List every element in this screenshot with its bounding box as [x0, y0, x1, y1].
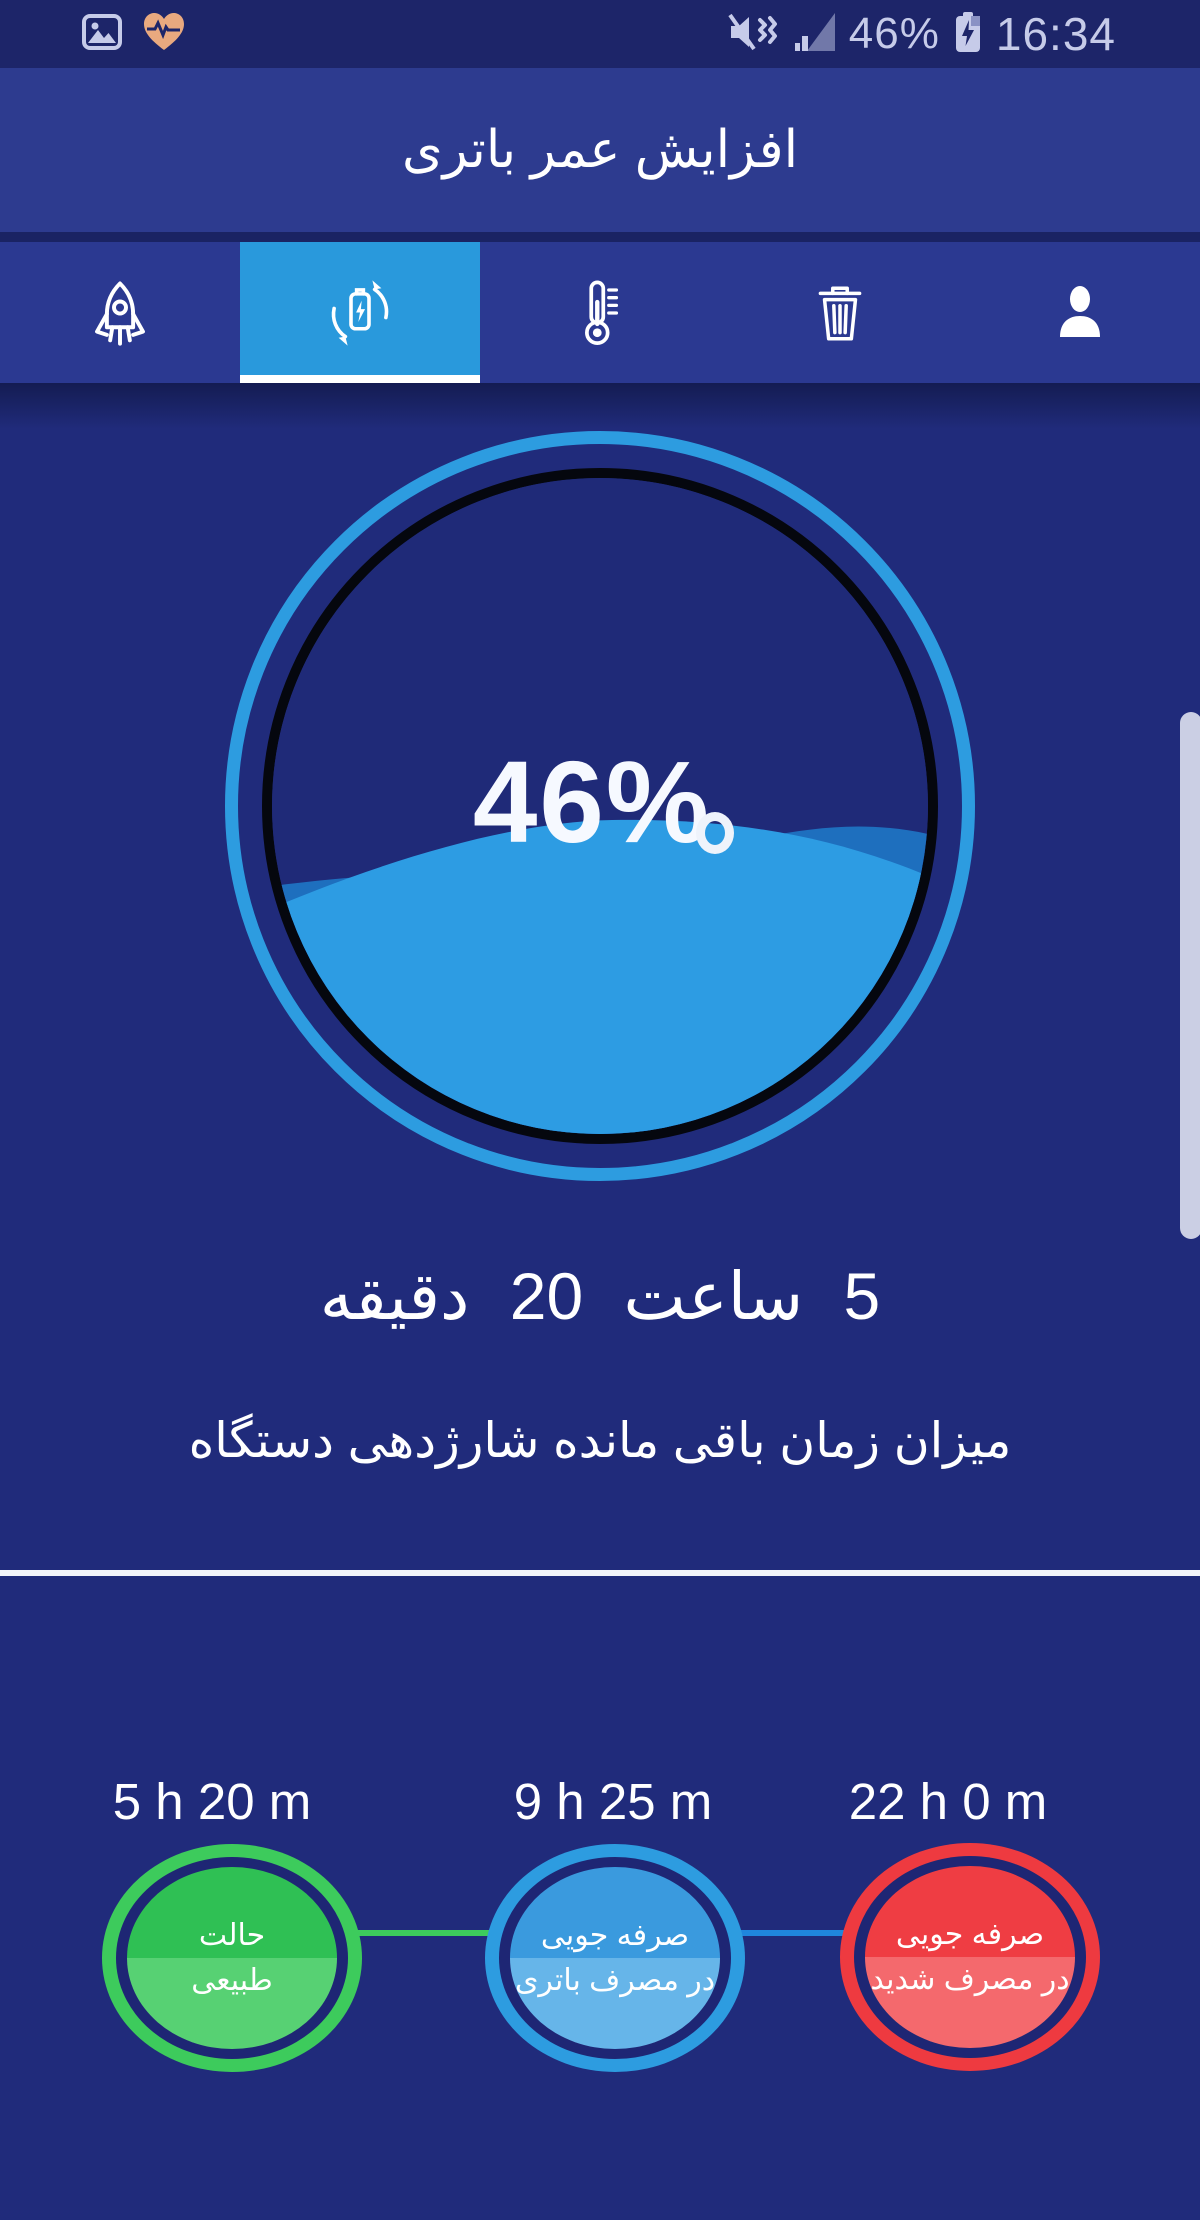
remaining-time-text: 5 ساعت 20 دقیقه	[319, 1259, 881, 1333]
percent-ghost-ring	[696, 812, 734, 854]
status-clock: 16:34	[995, 8, 1116, 60]
mode-extreme-saver-label-line1: صرفه جویی	[895, 1918, 1045, 1951]
mode-normal-label: حالت طبیعی	[127, 1867, 337, 2049]
battery-gauge: 46%	[225, 431, 975, 1181]
mode-normal-gap-ring: حالت طبیعی	[116, 1857, 348, 2059]
person-icon	[1048, 281, 1112, 345]
page-title: افزایش عمر باتری	[401, 121, 799, 179]
mode-normal-circle[interactable]: حالت طبیعی	[102, 1844, 362, 2072]
mode-normal-label-line2: طبیعی	[191, 1964, 273, 1997]
tab-temperature[interactable]	[480, 242, 720, 383]
battery-percent-value: 46%	[472, 737, 712, 867]
water-wave	[272, 819, 928, 1134]
scrollbar-thumb[interactable]	[1180, 712, 1200, 1239]
mode-battery-saver-label-line2: در مصرف باتری	[514, 1964, 716, 1997]
tab-bar	[0, 232, 1200, 383]
mode-extreme-saver-gap-ring: صرفه جویی در مصرف شدید	[854, 1856, 1086, 2058]
gallery-icon	[82, 12, 122, 57]
gauge-black-ring	[262, 468, 938, 1144]
mode-normal-time: 5 h 20 m	[112, 1773, 312, 1830]
signal-icon	[793, 12, 835, 56]
mode-battery-saver-circle[interactable]: صرفه جویی در مصرف باتری	[485, 1844, 745, 2072]
thermometer-icon	[565, 278, 635, 348]
mode-battery-saver-label-line1: صرفه جویی	[540, 1919, 690, 1952]
mute-vibrate-icon	[727, 12, 779, 57]
status-bar-left	[82, 12, 186, 57]
connector-saver-to-extreme	[740, 1930, 844, 1936]
mode-extreme-saver-circle[interactable]: صرفه جویی در مصرف شدید	[840, 1843, 1100, 2071]
mode-battery-saver-time: 9 h 25 m	[513, 1773, 713, 1830]
rocket-icon	[85, 278, 155, 348]
status-bar: 46% 16:34	[0, 0, 1200, 68]
mode-extreme-saver-time: 22 h 0 m	[848, 1773, 1048, 1830]
mode-extreme-saver-label: صرفه جویی در مصرف شدید	[865, 1866, 1075, 2048]
tab-cleaner[interactable]	[720, 242, 960, 383]
mode-battery-saver-gap-ring: صرفه جویی در مصرف باتری	[499, 1857, 731, 2059]
connector-normal-to-saver	[358, 1930, 490, 1936]
status-battery-percent: 46%	[848, 9, 940, 58]
app-header: افزایش عمر باتری	[0, 68, 1200, 232]
heart-pulse-icon	[142, 12, 186, 57]
gauge-water-area: 46%	[272, 478, 928, 1134]
status-bar-right: 46% 16:34	[727, 7, 1116, 61]
section-divider	[0, 1570, 1200, 1576]
tab-boost[interactable]	[0, 242, 240, 383]
trash-icon	[807, 280, 873, 346]
remaining-time-caption: میزان زمان باقی مانده شارژدهی دستگاه	[188, 1414, 1012, 1468]
battery-charging-icon	[954, 10, 982, 59]
mode-battery-saver-label: صرفه جویی در مصرف باتری	[510, 1867, 720, 2049]
tab-battery-saver[interactable]	[240, 242, 480, 383]
mode-extreme-saver-label-line2: در مصرف شدید	[870, 1963, 1070, 1996]
battery-sync-icon	[324, 277, 396, 349]
tab-profile[interactable]	[960, 242, 1200, 383]
mode-normal-label-line1: حالت	[198, 1919, 266, 1952]
